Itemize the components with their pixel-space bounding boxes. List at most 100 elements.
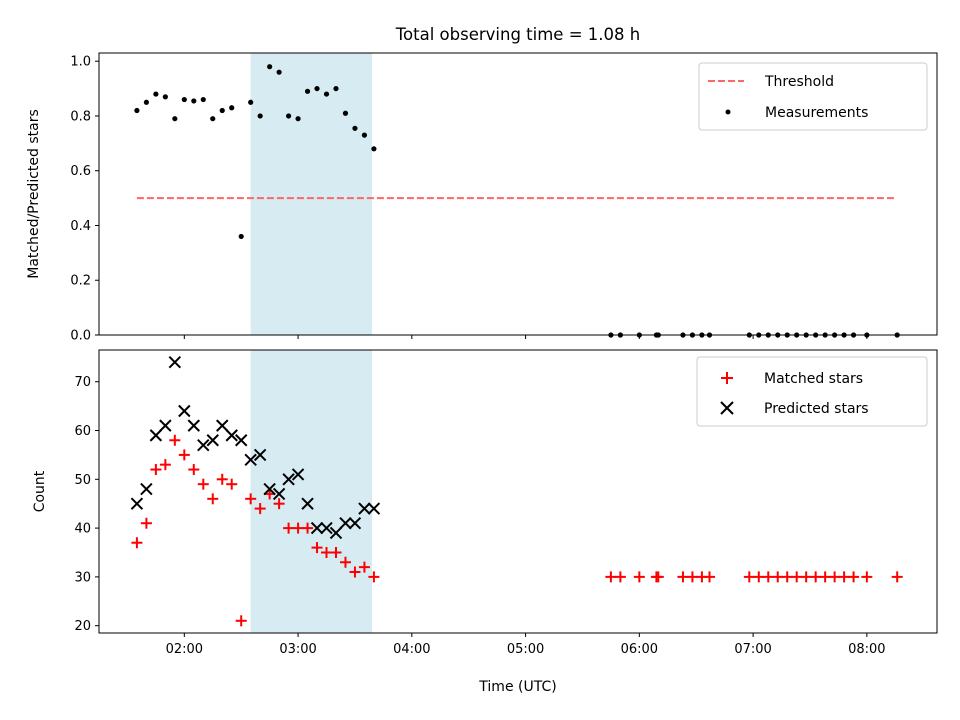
matched-star-point — [800, 571, 812, 583]
x-axis-label: Time (UTC) — [478, 679, 556, 695]
matched-star-point — [772, 571, 784, 583]
predicted-star-point — [320, 521, 333, 535]
legend-measurements-label: Measurements — [765, 105, 868, 121]
predicted-star-point — [149, 429, 163, 442]
predicted-star-point — [168, 355, 182, 369]
matched-star-point — [358, 561, 370, 573]
matched-star-point — [686, 571, 698, 583]
predicted-star-point — [178, 404, 191, 418]
measurement-point — [285, 113, 292, 119]
predicted-star-point — [358, 502, 371, 515]
measurement-point — [134, 107, 140, 114]
legend-measurements-swatch — [725, 109, 731, 115]
matched-star-point — [633, 571, 645, 583]
matched-star-point — [140, 517, 152, 529]
measurement-point — [162, 94, 168, 100]
legend-predicted-swatch — [720, 401, 734, 415]
matched-star-point — [311, 542, 323, 554]
matched-star-point — [368, 571, 380, 583]
measurement-point — [371, 146, 377, 152]
ratio-panel-y-ticks: 0.0 0.2 0.4 0.6 0.8 1.0 — [70, 55, 99, 344]
predicted-star-point — [140, 482, 153, 496]
matched-star-point — [207, 493, 219, 505]
predicted-star-point — [291, 468, 305, 481]
y-tick-label: 20 — [74, 619, 91, 634]
count-panel-x-ticks: 02:00 03:00 04:00 05:00 06:00 07:00 08:00 — [166, 633, 886, 657]
matched-star-point — [178, 449, 190, 461]
ratio-y-axis-label: Matched/Predicted stars — [26, 109, 42, 279]
matched-star-point — [891, 571, 903, 583]
y-tick-label: 0.8 — [70, 109, 91, 124]
matched-star-point — [810, 571, 822, 583]
predicted-star-point — [206, 434, 219, 447]
matched-star-point — [848, 571, 860, 583]
ratio-panel: 0.0 0.2 0.4 0.6 0.8 1.0 Matched/Predicted sta… — [26, 52, 938, 344]
predicted-star-point — [329, 526, 343, 540]
matched-star-point — [743, 571, 755, 583]
matched-star-point — [339, 556, 351, 568]
observing-window-span — [250, 53, 373, 335]
matched-star-point — [829, 571, 841, 583]
legend-predicted-label: Predicted stars — [764, 401, 869, 417]
predicted-star-point — [263, 482, 276, 496]
count-panel-y-ticks: 20 30 40 50 60 70 — [74, 375, 99, 634]
predicted-star-point — [282, 473, 295, 486]
ratio-legend-box — [698, 62, 928, 131]
measurement-point — [257, 113, 263, 119]
count-points — [130, 355, 903, 627]
matched-star-point — [245, 493, 257, 505]
legend-matched-label: Matched stars — [764, 371, 863, 387]
matched-star-point — [169, 434, 181, 446]
predicted-star-point — [310, 521, 324, 535]
y-tick-label: 40 — [74, 522, 91, 537]
measurement-point — [304, 88, 311, 94]
measurement-point — [153, 91, 159, 97]
predicted-star-point — [130, 497, 144, 510]
matched-star-point — [216, 473, 228, 485]
y-tick-label: 30 — [74, 570, 91, 585]
predicted-star-point — [367, 502, 381, 515]
matched-star-point — [762, 571, 774, 583]
predicted-star-point — [244, 453, 257, 466]
matched-star-point — [349, 566, 361, 578]
count-panel-frame — [98, 349, 938, 634]
x-tick-label: 03:00 — [279, 642, 316, 657]
count-panel: 02:00 03:00 04:00 05:00 06:00 07:00 08:00 20 30… — [32, 349, 938, 695]
predicted-star-point — [225, 429, 238, 442]
measurement-point — [200, 96, 206, 103]
matched-star-point — [753, 571, 765, 583]
matched-star-point — [273, 498, 285, 510]
predicted-star-point — [253, 448, 267, 462]
ratio-panel-x-ticks — [183, 335, 868, 339]
x-tick-label: 08:00 — [848, 642, 885, 657]
chart-title: Total observing time = 1.08 h — [395, 25, 640, 44]
matched-star-point — [292, 522, 304, 534]
measurement-point — [191, 98, 197, 104]
matched-star-point — [321, 546, 333, 558]
measurement-point — [361, 132, 368, 138]
measurement-point — [172, 116, 178, 122]
measurement-point — [342, 110, 349, 116]
measurement-point — [219, 107, 225, 114]
predicted-star-point — [216, 419, 229, 432]
predicted-star-point — [348, 517, 362, 530]
measurement-point — [352, 125, 358, 131]
y-tick-label: 0.2 — [70, 274, 91, 289]
measurement-point — [323, 91, 330, 97]
measurement-point — [181, 96, 187, 103]
y-tick-label: 0.4 — [70, 219, 91, 234]
predicted-star-point — [272, 487, 286, 501]
matched-star-point — [254, 503, 266, 515]
matched-star-point — [302, 522, 314, 534]
matched-star-point — [614, 571, 626, 583]
matched-star-point — [226, 478, 238, 490]
count-legend-box — [696, 356, 928, 427]
measurement-point — [238, 233, 244, 240]
y-tick-label: 0.6 — [70, 164, 91, 179]
y-tick-label: 1.0 — [70, 55, 91, 70]
matched-star-point — [652, 571, 664, 583]
predicted-star-point — [159, 419, 172, 432]
x-tick-label: 05:00 — [507, 642, 544, 657]
matched-star-point — [819, 571, 831, 583]
